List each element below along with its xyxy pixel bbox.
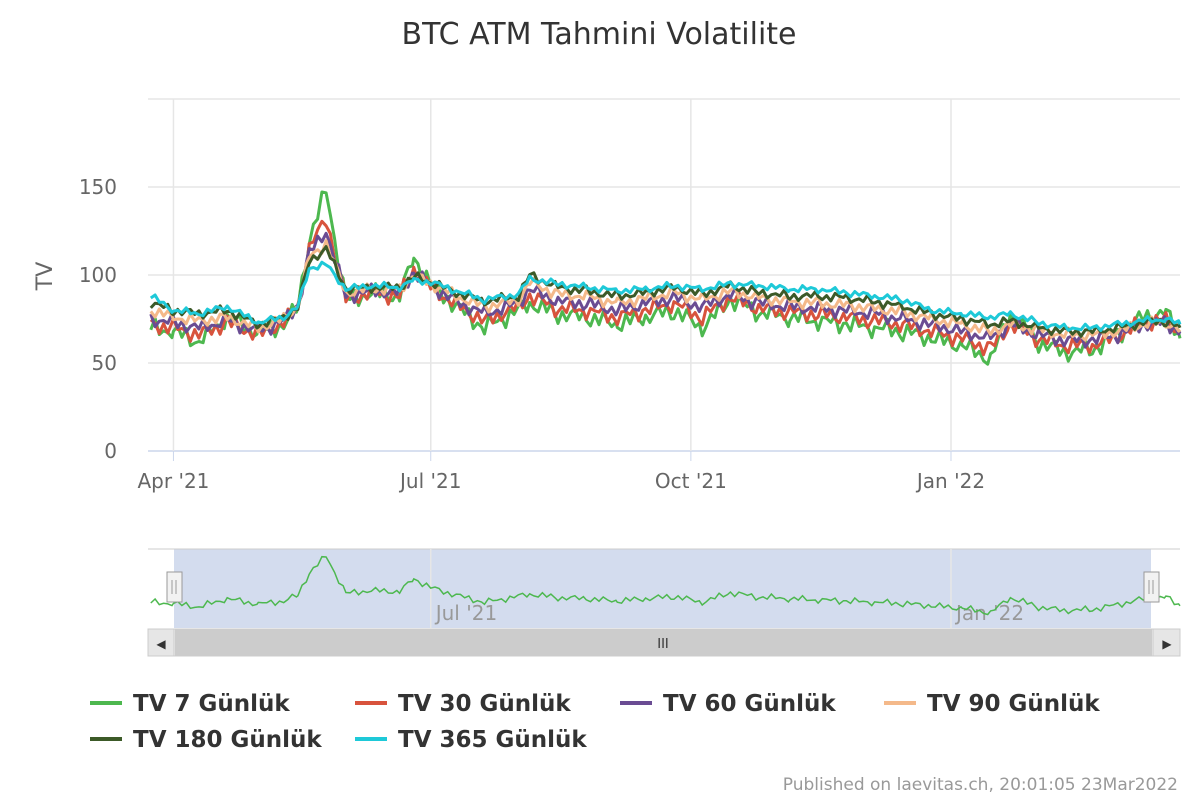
x-tick-label: Oct '21 — [655, 469, 727, 493]
legend-label: TV 365 Günlük — [398, 727, 587, 753]
y-axis-label: TV — [33, 262, 58, 292]
legend-item-1[interactable]: TV 7 Günlük — [90, 691, 290, 717]
legend-label: TV 90 Günlük — [927, 691, 1100, 717]
legend-label: TV 180 Günlük — [133, 727, 322, 753]
scrollbar[interactable]: III ◀ ▶ — [147, 628, 1181, 657]
scroll-left-button[interactable] — [147, 628, 175, 657]
plot-series — [149, 190, 1182, 366]
y-tick-label: 0 — [104, 439, 117, 463]
grid-lines — [148, 98, 1180, 461]
legend-label: TV 30 Günlük — [398, 691, 571, 717]
x-tick-label: Apr '21 — [137, 469, 209, 493]
scroll-right-button[interactable] — [1152, 628, 1181, 657]
navigator-tick-label: Jul '21 — [434, 601, 497, 625]
legend-item-3[interactable]: TV 60 Günlük — [620, 691, 836, 717]
x-axis-ticks: Apr '21 Jul '21 Oct '21 Jan '22 — [137, 469, 985, 493]
legend-item-4[interactable]: TV 90 Günlük — [884, 691, 1100, 717]
x-tick-label: Jul '21 — [398, 469, 461, 493]
legend-item-5[interactable]: TV 180 Günlük — [90, 727, 322, 753]
legend-item-2[interactable]: TV 30 Günlük — [355, 691, 571, 717]
navigator-series-line — [150, 555, 1181, 616]
legend-label: TV 60 Günlük — [663, 691, 836, 717]
y-axis-ticks: 0 50 100 150 — [79, 175, 117, 463]
scrollbar-grip-icon: III — [657, 637, 669, 652]
legend-item-6[interactable]: TV 365 Günlük — [355, 727, 587, 753]
navigator-handle-right[interactable] — [1143, 571, 1160, 603]
legend-label: TV 7 Günlük — [133, 691, 290, 717]
series-line-5 — [149, 245, 1182, 338]
navigator-handle-left[interactable] — [166, 571, 183, 603]
chart-title: BTC ATM Tahmini Volatilite — [401, 17, 796, 52]
scroll-right-arrow-icon: ▶ — [1162, 637, 1172, 651]
y-tick-label: 150 — [79, 175, 117, 199]
scroll-left-arrow-icon: ◀ — [156, 637, 166, 651]
y-tick-label: 50 — [92, 351, 117, 375]
navigator[interactable]: Jul '21 Jan '22 — [148, 548, 1181, 628]
legend: TV 7 Günlük TV 30 Günlük TV 60 Günlük TV 90… — [90, 691, 1100, 753]
scrollbar-thumb[interactable] — [175, 629, 1152, 656]
y-tick-label: 100 — [79, 263, 117, 287]
series-line-6 — [149, 260, 1182, 332]
x-tick-label: Jan '22 — [915, 469, 985, 493]
credit-text[interactable]: Published on laevitas.ch, 20:01:05 23Mar… — [783, 775, 1178, 795]
